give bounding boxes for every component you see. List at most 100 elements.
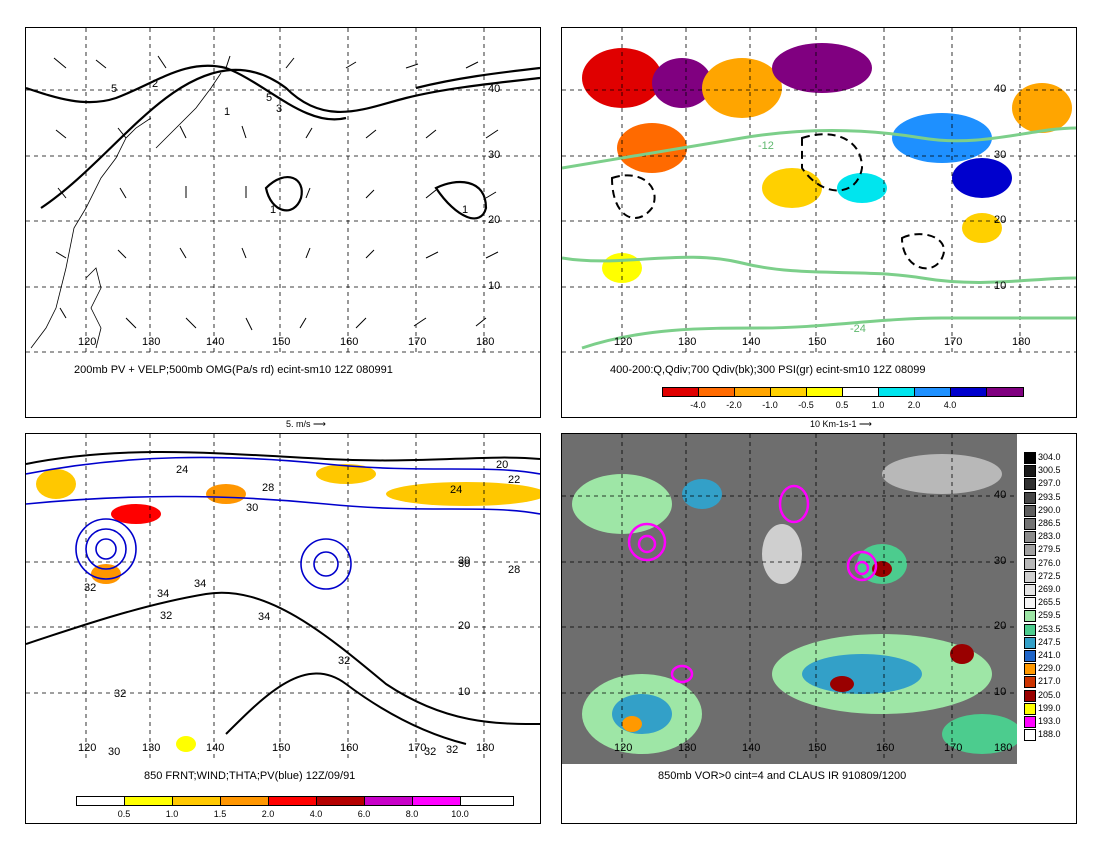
contour-label: 32 xyxy=(446,744,459,756)
lon-label-160: 160 xyxy=(340,336,359,348)
lon-label-180: 180 xyxy=(476,742,495,754)
colorbar-seg xyxy=(1024,716,1036,728)
colorbar-seg xyxy=(220,796,269,806)
vector-key-arrow: ⟶ xyxy=(313,419,326,429)
panel-title: 850mb VOR>0 cint=4 and CLAUS IR 910809/1… xyxy=(658,770,907,782)
lat-label-10: 10 xyxy=(458,686,471,698)
lon-label-170: 170 xyxy=(944,742,963,754)
panel-pv-velp: 120 130 140 150 160 170 180 40 30 20 10 … xyxy=(25,27,541,418)
panel-title: 200mb PV + VELP;500mb OMG(Pa/s rd) ecint… xyxy=(74,364,393,376)
map-frnt-wind xyxy=(26,434,540,758)
pv-contours xyxy=(26,64,540,220)
shaded-fields xyxy=(582,43,1072,283)
lon-label-160: 160 xyxy=(340,742,359,754)
vector-key: 10 Km-1s-1 ⟶ xyxy=(810,419,872,430)
colorbar-tick: 272.5 xyxy=(1038,570,1061,581)
lat-label-10: 10 xyxy=(994,686,1007,698)
colorbar-tick: 286.5 xyxy=(1038,518,1061,528)
vorticity-contours xyxy=(627,484,878,684)
lon-label-130: 130 xyxy=(678,742,697,754)
contour-label: 34 xyxy=(194,578,207,590)
colorbar-seg xyxy=(364,796,413,806)
colorbar-seg xyxy=(1024,597,1036,610)
contour-label: 24 xyxy=(176,464,189,476)
lon-label-120: 120 xyxy=(78,742,97,754)
colorbar-seg xyxy=(412,796,461,806)
contour-label: 1 xyxy=(462,204,469,216)
colorbar-tick: 290.0 xyxy=(1038,504,1061,515)
graticule xyxy=(562,28,1076,353)
contour-label: 34 xyxy=(258,611,271,623)
colorbar-seg xyxy=(1024,610,1036,623)
lon-label-140: 140 xyxy=(742,742,761,754)
panel-title: 850 FRNT;WIND;THTA;PV(blue) 12Z/09/91 xyxy=(144,770,356,782)
lon-label-170: 170 xyxy=(408,336,427,348)
panel-q-qdiv: 120 130 140 150 160 170 180 40 30 20 10 … xyxy=(561,27,1077,418)
colorbar-tick: 8.0 xyxy=(405,809,419,819)
lat-label-20: 20 xyxy=(488,214,501,226)
colorbar-seg xyxy=(1024,729,1036,742)
contour-label: 5 xyxy=(111,83,118,95)
colorbar-tick: 265.5 xyxy=(1038,597,1061,608)
colorbar-tick: 0.5 xyxy=(117,809,131,819)
lon-label-140: 140 xyxy=(742,336,761,348)
colorbar-tick: -1.0 xyxy=(762,400,778,410)
vector-key: 5. m/s ⟶ xyxy=(286,419,326,430)
panel-frnt-wind: 120 130 140 150 160 170 180 30 20 10 24 … xyxy=(25,433,541,824)
lon-label-120: 120 xyxy=(78,336,97,348)
colorbar-seg xyxy=(878,387,915,397)
contour-label: 34 xyxy=(157,588,170,600)
coastlines xyxy=(30,72,222,349)
colorbar-seg xyxy=(1024,557,1036,570)
colorbar-seg xyxy=(734,387,771,397)
colorbar-tick: 10.0 xyxy=(451,809,469,819)
colorbar-tick: -0.5 xyxy=(798,400,814,410)
lon-label-130: 130 xyxy=(142,336,161,348)
lon-label-150: 150 xyxy=(808,336,827,348)
lat-label-20: 20 xyxy=(458,620,471,632)
colorbar-tick: 304.0 xyxy=(1038,452,1061,462)
front-shading xyxy=(36,464,540,752)
colorbar-seg xyxy=(460,796,514,806)
colorbar-seg xyxy=(1024,689,1036,702)
colorbar-seg xyxy=(1024,584,1036,596)
colorbar-tick: 1.5 xyxy=(213,809,227,819)
colorbar-tick: 300.5 xyxy=(1038,465,1061,476)
colorbar-seg xyxy=(1024,491,1036,504)
colorbar-q: -4.0 -2.0 -1.0 -0.5 0.5 1.0 2.0 4.0 xyxy=(662,387,1024,413)
colorbar-tick: 1.0 xyxy=(871,400,885,410)
lat-label-30: 30 xyxy=(488,149,501,161)
contour-label: 32 xyxy=(424,746,437,758)
contour-label: 28 xyxy=(262,482,275,494)
colorbar-seg xyxy=(806,387,843,397)
colorbar-seg xyxy=(172,796,221,806)
lon-label-150: 150 xyxy=(272,742,291,754)
lat-label-20: 20 xyxy=(994,620,1007,632)
colorbar-seg xyxy=(1024,478,1036,491)
colorbar-ir: 304.0 300.5 297.0 293.5 290.0 286.5 283.0 279.5… xyxy=(1024,452,1074,752)
lon-label-160: 160 xyxy=(876,336,895,348)
colorbar-seg xyxy=(1024,663,1036,676)
colorbar-seg xyxy=(124,796,173,806)
colorbar-seg xyxy=(698,387,735,397)
colorbar-seg xyxy=(268,796,317,806)
colorbar-seg xyxy=(1024,465,1036,478)
lon-label-140: 140 xyxy=(206,742,225,754)
lon-label-180: 180 xyxy=(994,742,1013,754)
colorbar-tick: 6.0 xyxy=(357,809,371,819)
vector-key-arrow: ⟶ xyxy=(859,419,872,429)
colorbar-tick: -4.0 xyxy=(690,400,706,410)
colorbar-tick: 297.0 xyxy=(1038,478,1061,489)
lat-label-10: 10 xyxy=(488,280,501,292)
contour-label: 30 xyxy=(108,746,121,758)
colorbar-seg xyxy=(76,796,125,806)
lat-label-30: 30 xyxy=(994,555,1007,567)
lon-label-180: 180 xyxy=(1012,336,1031,348)
lon-label-130: 130 xyxy=(678,336,697,348)
colorbar-tick: 293.5 xyxy=(1038,491,1061,502)
colorbar-seg xyxy=(1024,676,1036,689)
contour-label: 5 xyxy=(266,92,273,104)
colorbar-seg xyxy=(770,387,807,397)
colorbar-tick: 4.0 xyxy=(943,400,957,410)
colorbar-tick: 2.0 xyxy=(907,400,921,410)
